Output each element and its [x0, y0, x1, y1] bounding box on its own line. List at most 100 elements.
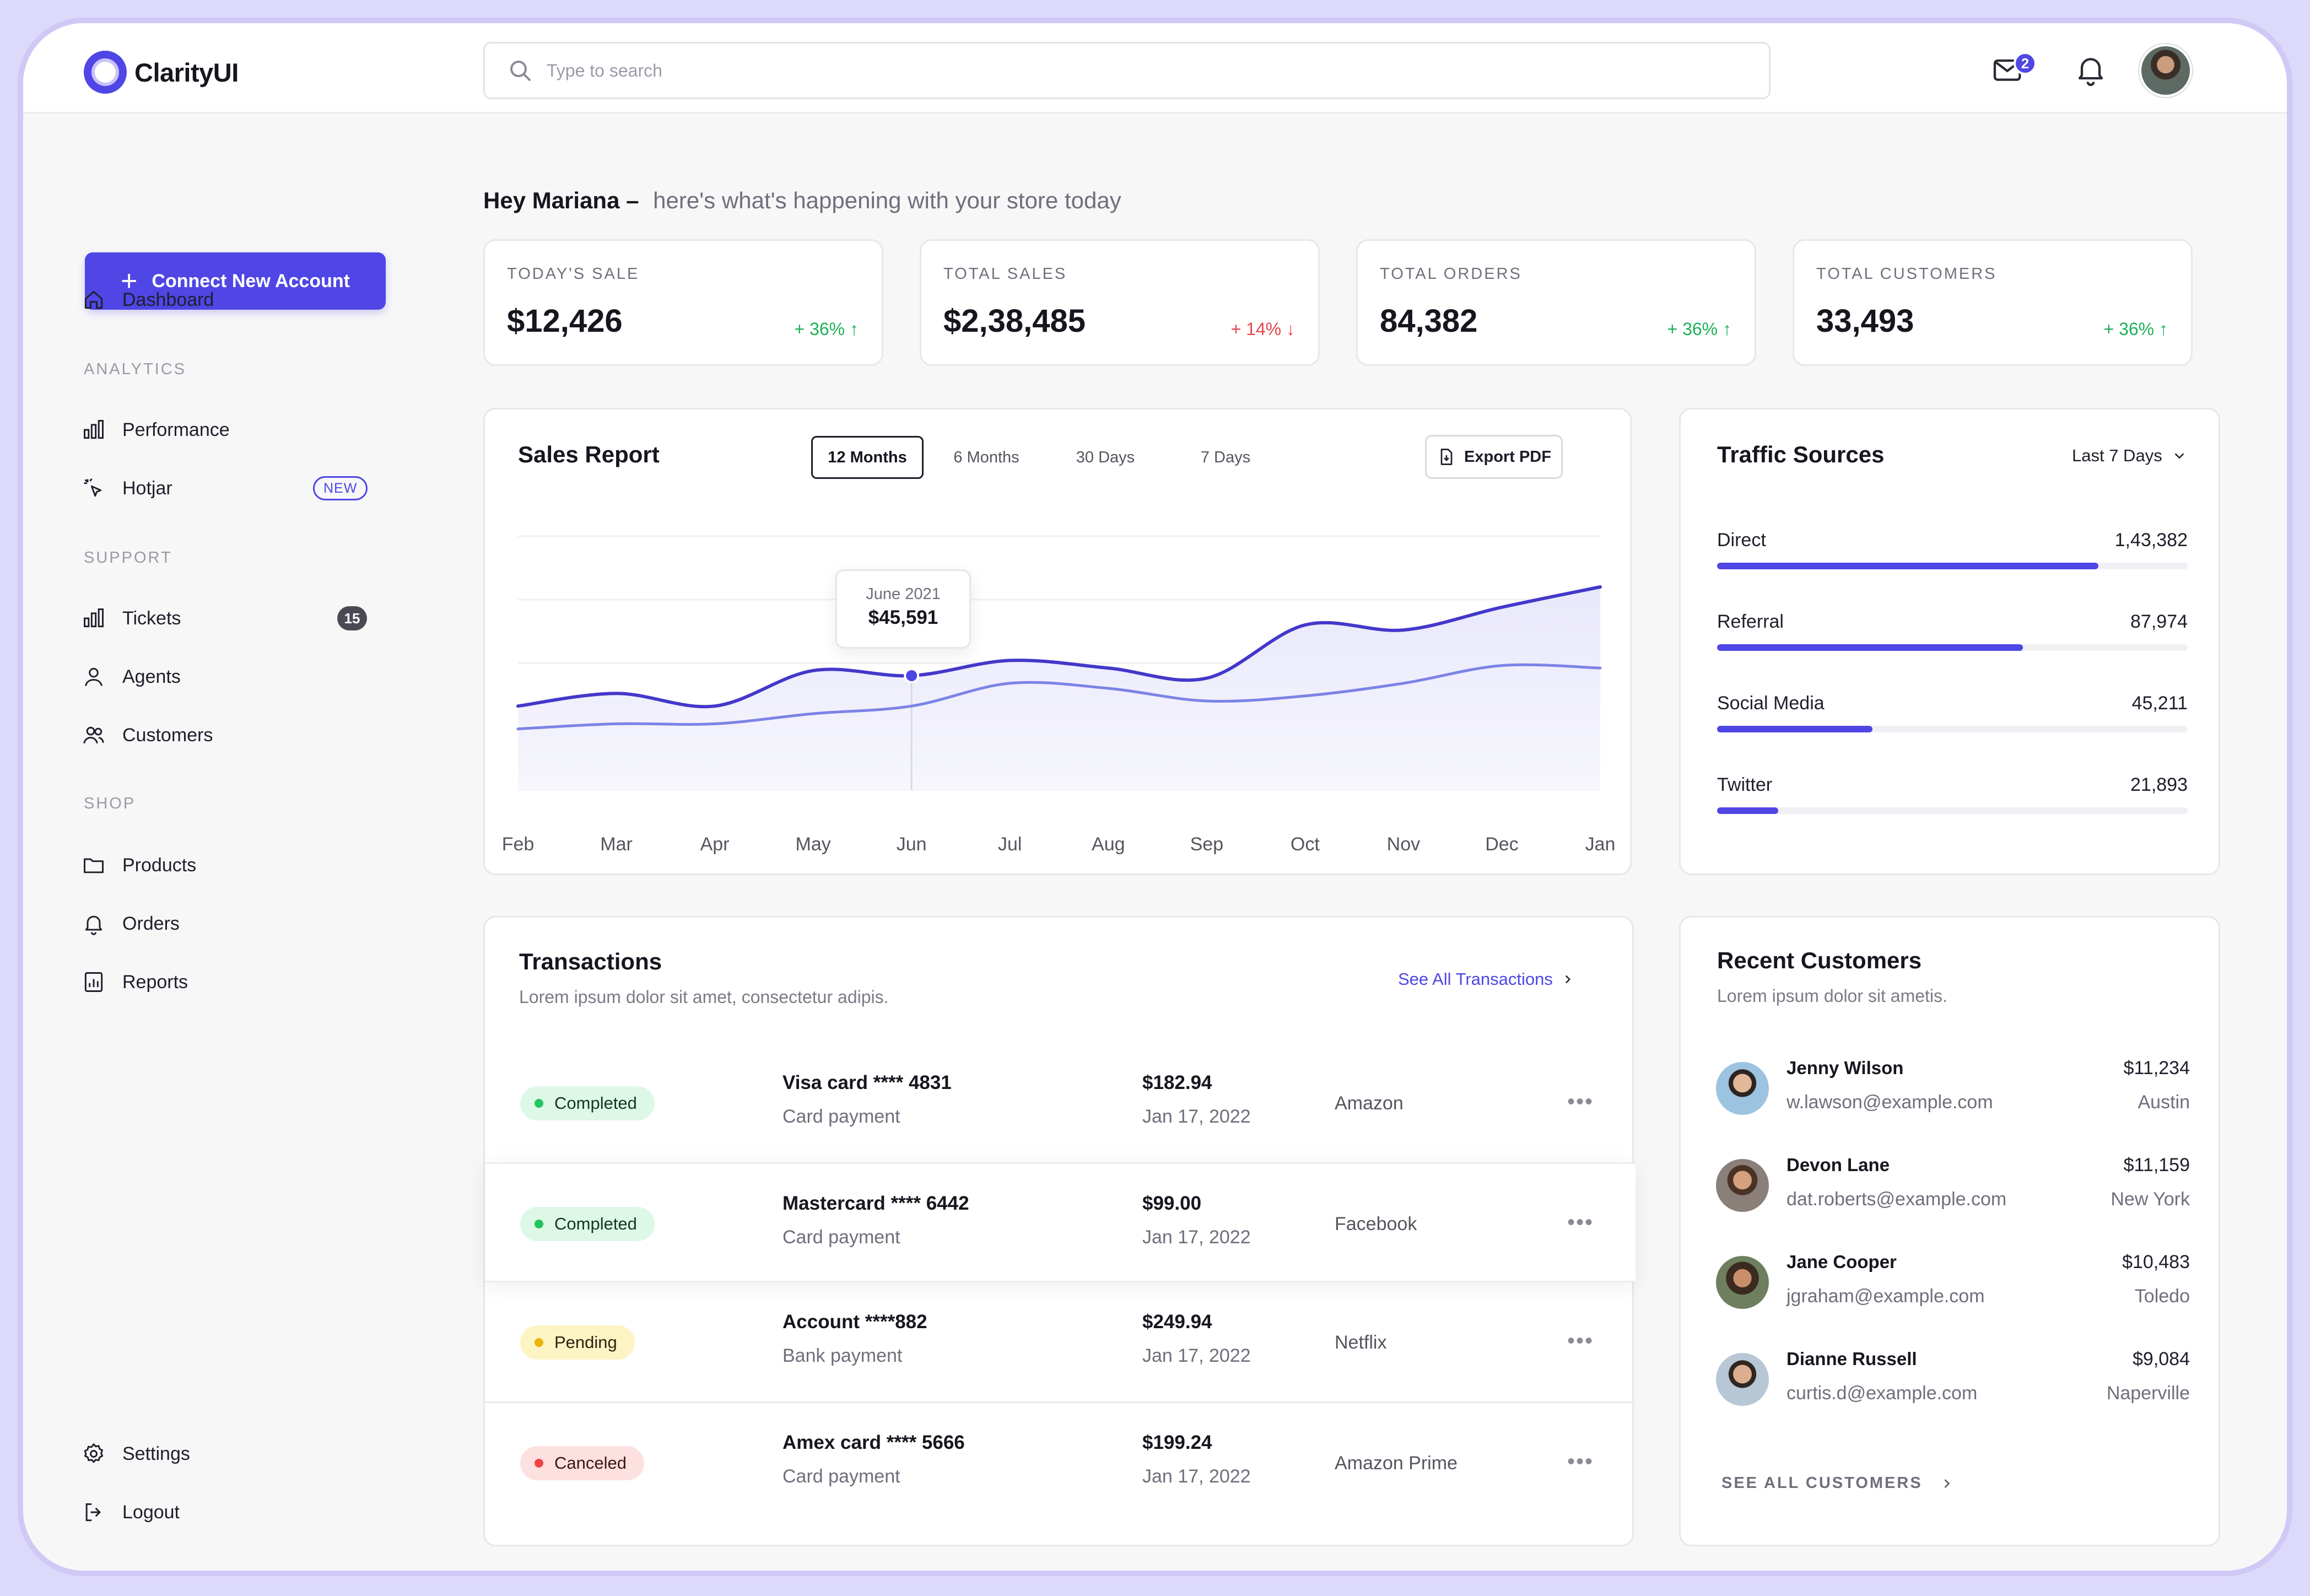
customer-amount: $11,234	[2123, 1058, 2190, 1079]
export-pdf-button[interactable]: Export PDF	[1425, 435, 1563, 479]
sidebar-item-label: Products	[122, 854, 197, 876]
user-avatar[interactable]	[2139, 44, 2192, 97]
greeting: Hey Mariana – here's what's happening wi…	[483, 187, 1121, 214]
range-12-months[interactable]: 12 Months	[811, 436, 924, 479]
tooltip-label: June 2021	[866, 585, 941, 603]
x-tick-label: Nov	[1387, 834, 1420, 855]
sidebar-item-label: Settings	[122, 1443, 190, 1464]
stat-title: TODAY'S SALE	[507, 265, 640, 283]
sales-report-card: Sales Report 12 Months 6 Months 30 Days …	[483, 408, 1632, 875]
table-row[interactable]: Canceled Amex card **** 5666 Card payment…	[485, 1401, 1636, 1522]
status-badge: Canceled	[520, 1446, 644, 1480]
card-name: Account ****882	[782, 1311, 927, 1333]
tickets-count-badge: 15	[337, 606, 367, 630]
traffic-value: 87,974	[2130, 611, 2188, 632]
status-label: Completed	[554, 1093, 637, 1113]
customer-name: Jane Cooper	[1787, 1252, 1897, 1272]
traffic-bar-track	[1717, 563, 2188, 569]
customer-email: curtis.d@example.com	[1787, 1383, 1978, 1404]
see-all-transactions-link[interactable]: See All Transactions	[1398, 969, 1575, 989]
transactions-subtitle: Lorem ipsum dolor sit amet, consectetur …	[519, 987, 889, 1007]
range-6-months[interactable]: 6 Months	[953, 448, 1019, 466]
sidebar-item-agents[interactable]: Agents	[82, 660, 181, 693]
stat-card-total-sales: TOTAL SALES $2,38,485 + 14% ↓	[920, 239, 1320, 366]
merchant: Amazon Prime	[1335, 1453, 1458, 1474]
sidebar-item-performance[interactable]: Performance	[82, 413, 230, 446]
sidebar-item-settings[interactable]: Settings	[82, 1437, 190, 1470]
list-item[interactable]: Devon Lane dat.roberts@example.com $11,1…	[1716, 1155, 2190, 1221]
traffic-bar-fill	[1717, 563, 2098, 569]
traffic-bar-track	[1717, 644, 2188, 651]
highlight-point	[904, 668, 920, 683]
more-options-icon[interactable]: •••	[1567, 1090, 1594, 1114]
sidebar-item-customers[interactable]: Customers	[82, 719, 213, 752]
traffic-bar-fill	[1717, 807, 1779, 814]
amount: $99.00	[1142, 1193, 1202, 1214]
stat-value: $12,426	[507, 303, 623, 339]
x-tick-label: Jul	[998, 834, 1022, 855]
more-options-icon[interactable]: •••	[1567, 1210, 1594, 1234]
chevron-down-icon	[2174, 453, 2184, 459]
sidebar-item-hotjar[interactable]: Hotjar	[82, 472, 172, 505]
avatar	[1716, 1062, 1769, 1115]
customer-city: Toledo	[2134, 1286, 2190, 1307]
stat-delta: + 36% ↑	[1667, 319, 1731, 339]
sidebar-item-products[interactable]: Products	[82, 849, 196, 882]
avatar	[1716, 1159, 1769, 1212]
sidebar-item-orders[interactable]: Orders	[82, 907, 180, 940]
table-row[interactable]: Completed Visa card **** 4831 Card paymen…	[485, 1043, 1636, 1163]
bar-chart-icon	[84, 608, 104, 628]
customer-name: Dianne Russell	[1787, 1349, 1917, 1369]
range-30-days[interactable]: 30 Days	[1076, 448, 1135, 466]
range-7-days[interactable]: 7 Days	[1200, 448, 1251, 466]
recent-customers-subtitle: Lorem ipsum dolor sit ametis.	[1717, 986, 1947, 1006]
bell-icon[interactable]	[2073, 52, 2108, 87]
search-input[interactable]	[547, 60, 1594, 81]
bar-chart-icon	[84, 420, 104, 439]
sidebar-item-dashboard[interactable]: Dashboard	[82, 283, 214, 316]
search-bar[interactable]	[483, 42, 1771, 99]
connect-button-label: Connect New Account	[152, 270, 350, 292]
user-icon	[84, 667, 103, 686]
connect-new-account-button[interactable]: + Connect New Account	[85, 252, 386, 310]
status-badge: Completed	[520, 1207, 655, 1241]
folder-icon	[84, 858, 104, 874]
traffic-bar-fill	[1717, 726, 1872, 732]
payment-method: Card payment	[782, 1106, 900, 1127]
sidebar-item-label: Customers	[122, 724, 213, 746]
payment-method: Card payment	[782, 1466, 900, 1487]
merchant: Netflix	[1335, 1332, 1387, 1353]
avatar	[1716, 1256, 1769, 1309]
more-options-icon[interactable]: •••	[1567, 1449, 1594, 1474]
stat-title: TOTAL ORDERS	[1380, 265, 1522, 283]
more-options-icon[interactable]: •••	[1567, 1329, 1594, 1353]
sidebar-item-logout[interactable]: Logout	[82, 1496, 180, 1529]
status-dot	[535, 1220, 543, 1228]
table-row[interactable]: Completed Mastercard **** 6442 Card payme…	[485, 1162, 1636, 1282]
x-tick-label: Dec	[1485, 834, 1518, 855]
traffic-label: Direct	[1717, 530, 1766, 551]
see-all-customers-link[interactable]: SEE ALL CUSTOMERS	[1721, 1474, 1955, 1492]
traffic-row: Referral 87,974	[1717, 611, 2188, 651]
top-bar: ClarityUI 2	[23, 23, 2287, 114]
series-area	[518, 587, 1600, 790]
stat-value: $2,38,485	[943, 303, 1086, 339]
x-tick-label: Oct	[1291, 834, 1320, 855]
gear-icon	[84, 1443, 104, 1463]
sidebar-item-label: Logout	[122, 1501, 180, 1523]
sidebar-item-tickets[interactable]: Tickets	[82, 602, 181, 635]
table-row[interactable]: Pending Account ****882 Bank payment $249…	[485, 1282, 1636, 1403]
amount: $249.94	[1142, 1311, 1212, 1333]
customer-amount: $10,483	[2122, 1252, 2190, 1273]
customer-city: Austin	[2138, 1092, 2190, 1113]
customer-city: Naperville	[2106, 1383, 2190, 1404]
traffic-row: Social Media 45,211	[1717, 693, 2188, 732]
list-item[interactable]: Dianne Russell curtis.d@example.com $9,0…	[1716, 1349, 2190, 1415]
traffic-range-select[interactable]: Last 7 Days	[2072, 446, 2188, 466]
logo[interactable]: ClarityUI	[84, 51, 239, 94]
logo-icon	[84, 51, 127, 94]
sidebar-item-reports[interactable]: Reports	[82, 966, 188, 999]
plus-icon: +	[121, 265, 138, 297]
list-item[interactable]: Jenny Wilson w.lawson@example.com $11,23…	[1716, 1058, 2190, 1124]
list-item[interactable]: Jane Cooper jgraham@example.com $10,483 …	[1716, 1252, 2190, 1318]
